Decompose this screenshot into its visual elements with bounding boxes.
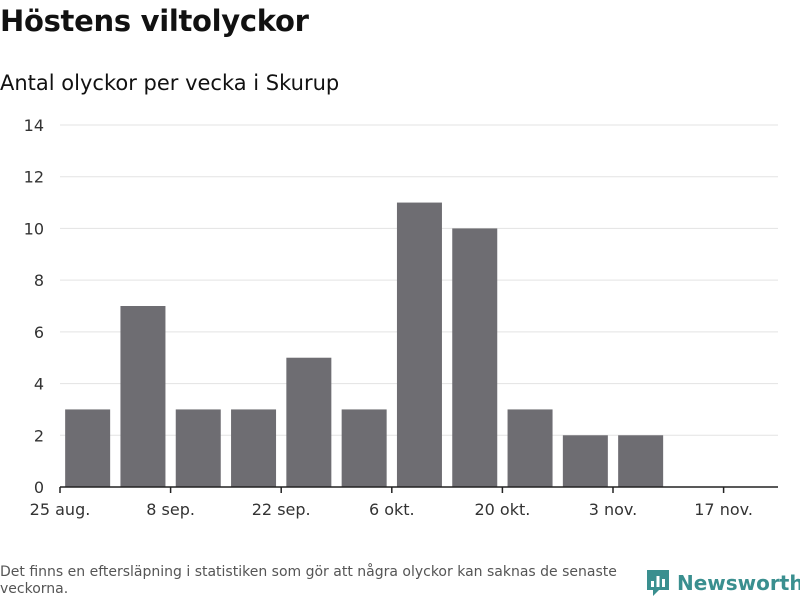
y-tick-label-2: 2: [34, 426, 44, 445]
x-axis: [59, 486, 778, 493]
x-tick-label-8-sep: 8 sep.: [146, 500, 195, 519]
bar-6-okt: [341, 409, 387, 487]
bar-15-sep: [175, 409, 221, 487]
data-label-highlight: 2: [691, 0, 701, 4]
chart-title: Höstens viltolyckor: [0, 4, 309, 38]
chart-subtitle: Antal olyckor per vecka i Skurup: [0, 71, 340, 95]
y-tick-label-10: 10: [24, 219, 44, 238]
x-tick-label-20-okt: 20 okt.: [474, 500, 530, 519]
bar-27-okt: [507, 409, 553, 487]
footnote: Det finns en eftersläpning i statistiken…: [0, 564, 617, 597]
y-tick-label-4: 4: [34, 375, 44, 394]
bar-29-sep: [286, 357, 332, 487]
y-tick-label-14: 14: [24, 116, 44, 135]
y-tick-label-12: 12: [24, 168, 44, 187]
x-tick-label-22-sep: 22 sep.: [252, 500, 311, 519]
y-tick-label-8: 8: [34, 271, 44, 290]
x-tick-label-17-nov: 17 nov.: [694, 500, 753, 519]
bar-1-sep: [65, 409, 111, 487]
bar-20-okt: [452, 228, 498, 487]
y-tick-label-6: 6: [34, 323, 44, 342]
bar-8-sep: [120, 306, 166, 487]
bar-3-nov: [562, 435, 608, 487]
x-tick-label-6-okt: 6 okt.: [369, 500, 415, 519]
bar-chart-speech-bubble-icon: [647, 570, 669, 596]
bars: [65, 202, 664, 488]
bar-13-okt: [396, 202, 442, 488]
bar-22-sep: [231, 409, 277, 487]
bar-chart: 0 2 4 6 8 10 12 14 2 25 aug. 8 sep. 22 sep. 6 okt. 20…: [24, 0, 778, 519]
x-tick-label-3-nov: 3 nov.: [589, 500, 638, 519]
brand-logo: Newsworthy: [645, 568, 800, 598]
tick-labels: 0 2 4 6 8 10 12 14 2 25 aug. 8 sep. 22 sep. 6 okt. 20…: [24, 0, 753, 519]
bar-10-nov: [618, 435, 664, 487]
brand-name: Newsworthy: [677, 571, 800, 595]
y-tick-label-0: 0: [34, 478, 44, 497]
x-tick-label-25-aug: 25 aug.: [30, 500, 91, 519]
